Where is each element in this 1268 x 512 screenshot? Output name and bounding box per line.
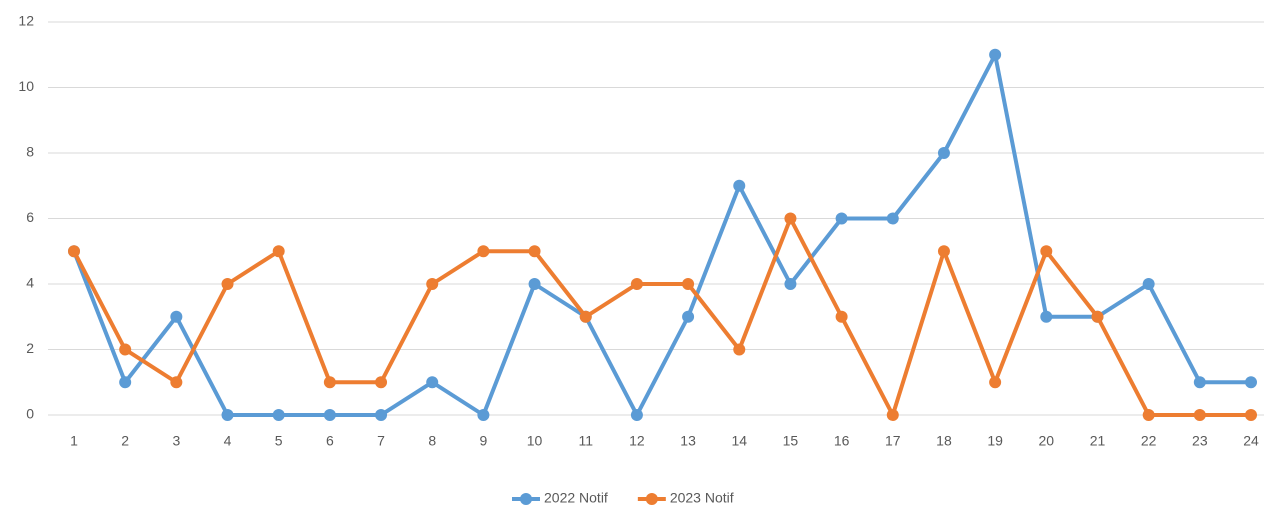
- marker: [1245, 376, 1257, 389]
- x-tick-label: 9: [479, 433, 487, 449]
- marker: [477, 409, 490, 421]
- x-tick-label: 20: [1039, 433, 1055, 449]
- x-tick-label: 21: [1090, 433, 1106, 449]
- marker: [221, 409, 234, 421]
- marker: [733, 343, 746, 356]
- marker: [528, 278, 541, 290]
- marker: [1245, 409, 1257, 421]
- marker: [886, 212, 899, 225]
- x-tick-label: 17: [885, 433, 901, 449]
- marker: [630, 278, 643, 290]
- x-tick-label: 19: [987, 433, 1003, 449]
- x-tick-label: 15: [783, 433, 799, 449]
- y-tick-label: 8: [26, 144, 34, 160]
- marker: [323, 376, 336, 389]
- marker: [375, 376, 388, 389]
- marker: [733, 179, 746, 192]
- marker: [835, 212, 848, 225]
- marker: [68, 245, 80, 258]
- marker: [119, 343, 132, 356]
- x-tick-label: 11: [578, 433, 593, 449]
- x-tick-label: 13: [680, 433, 696, 449]
- marker: [682, 278, 695, 290]
- marker: [323, 409, 336, 421]
- marker: [1193, 376, 1206, 389]
- marker: [426, 376, 439, 389]
- x-tick-label: 22: [1141, 433, 1157, 449]
- marker: [272, 245, 285, 258]
- marker: [682, 310, 695, 323]
- legend-marker: [645, 493, 658, 505]
- marker: [1193, 409, 1206, 421]
- marker: [375, 409, 388, 421]
- marker: [1040, 245, 1053, 258]
- y-tick-label: 10: [18, 78, 34, 94]
- series-line: [72, 52, 1251, 417]
- x-tick-label: 10: [527, 433, 543, 449]
- y-tick-label: 12: [18, 13, 34, 29]
- marker: [989, 376, 1002, 389]
- marker: [1142, 278, 1155, 290]
- marker: [272, 409, 285, 421]
- legend-item: 2023 Notif: [637, 490, 734, 506]
- y-tick-label: 6: [26, 209, 34, 225]
- x-tick-label: 18: [936, 433, 952, 449]
- x-tick-label: 3: [172, 433, 180, 449]
- x-tick-label: 6: [326, 433, 334, 449]
- y-tick-label: 2: [26, 340, 34, 356]
- marker: [835, 310, 848, 323]
- marker: [579, 310, 592, 323]
- x-tick-label: 5: [275, 433, 283, 449]
- y-tick-label: 0: [26, 406, 34, 422]
- marker: [426, 278, 439, 290]
- marker: [170, 376, 183, 389]
- x-tick-label: 14: [731, 433, 747, 449]
- x-tick-label: 7: [377, 433, 385, 449]
- legend-marker: [520, 493, 532, 505]
- marker: [784, 212, 797, 225]
- legend-item: 2022 Notif: [512, 490, 608, 506]
- x-tick-label: 23: [1192, 433, 1208, 449]
- x-tick-label: 8: [428, 433, 436, 449]
- legend-label: 2022 Notif: [544, 490, 608, 506]
- marker: [119, 376, 132, 389]
- x-tick-label: 24: [1243, 433, 1259, 449]
- marker: [886, 409, 899, 421]
- x-tick-label: 12: [629, 433, 645, 449]
- marker: [1040, 310, 1053, 323]
- x-tick-label: 1: [70, 433, 78, 449]
- series-line: [72, 216, 1251, 417]
- y-tick-label: 4: [26, 275, 34, 291]
- marker: [937, 147, 950, 159]
- marker: [937, 245, 950, 258]
- marker: [989, 48, 1002, 61]
- marker: [1142, 409, 1155, 421]
- x-tick-label: 2: [121, 433, 129, 449]
- marker: [630, 409, 643, 421]
- marker: [221, 278, 234, 290]
- marker: [1091, 310, 1104, 323]
- x-tick-label: 4: [224, 433, 232, 449]
- marker: [170, 310, 183, 323]
- marker: [528, 245, 541, 258]
- marker: [784, 278, 797, 290]
- marker: [477, 245, 490, 258]
- legend-label: 2023 Notif: [670, 490, 734, 506]
- x-tick-label: 16: [834, 433, 850, 449]
